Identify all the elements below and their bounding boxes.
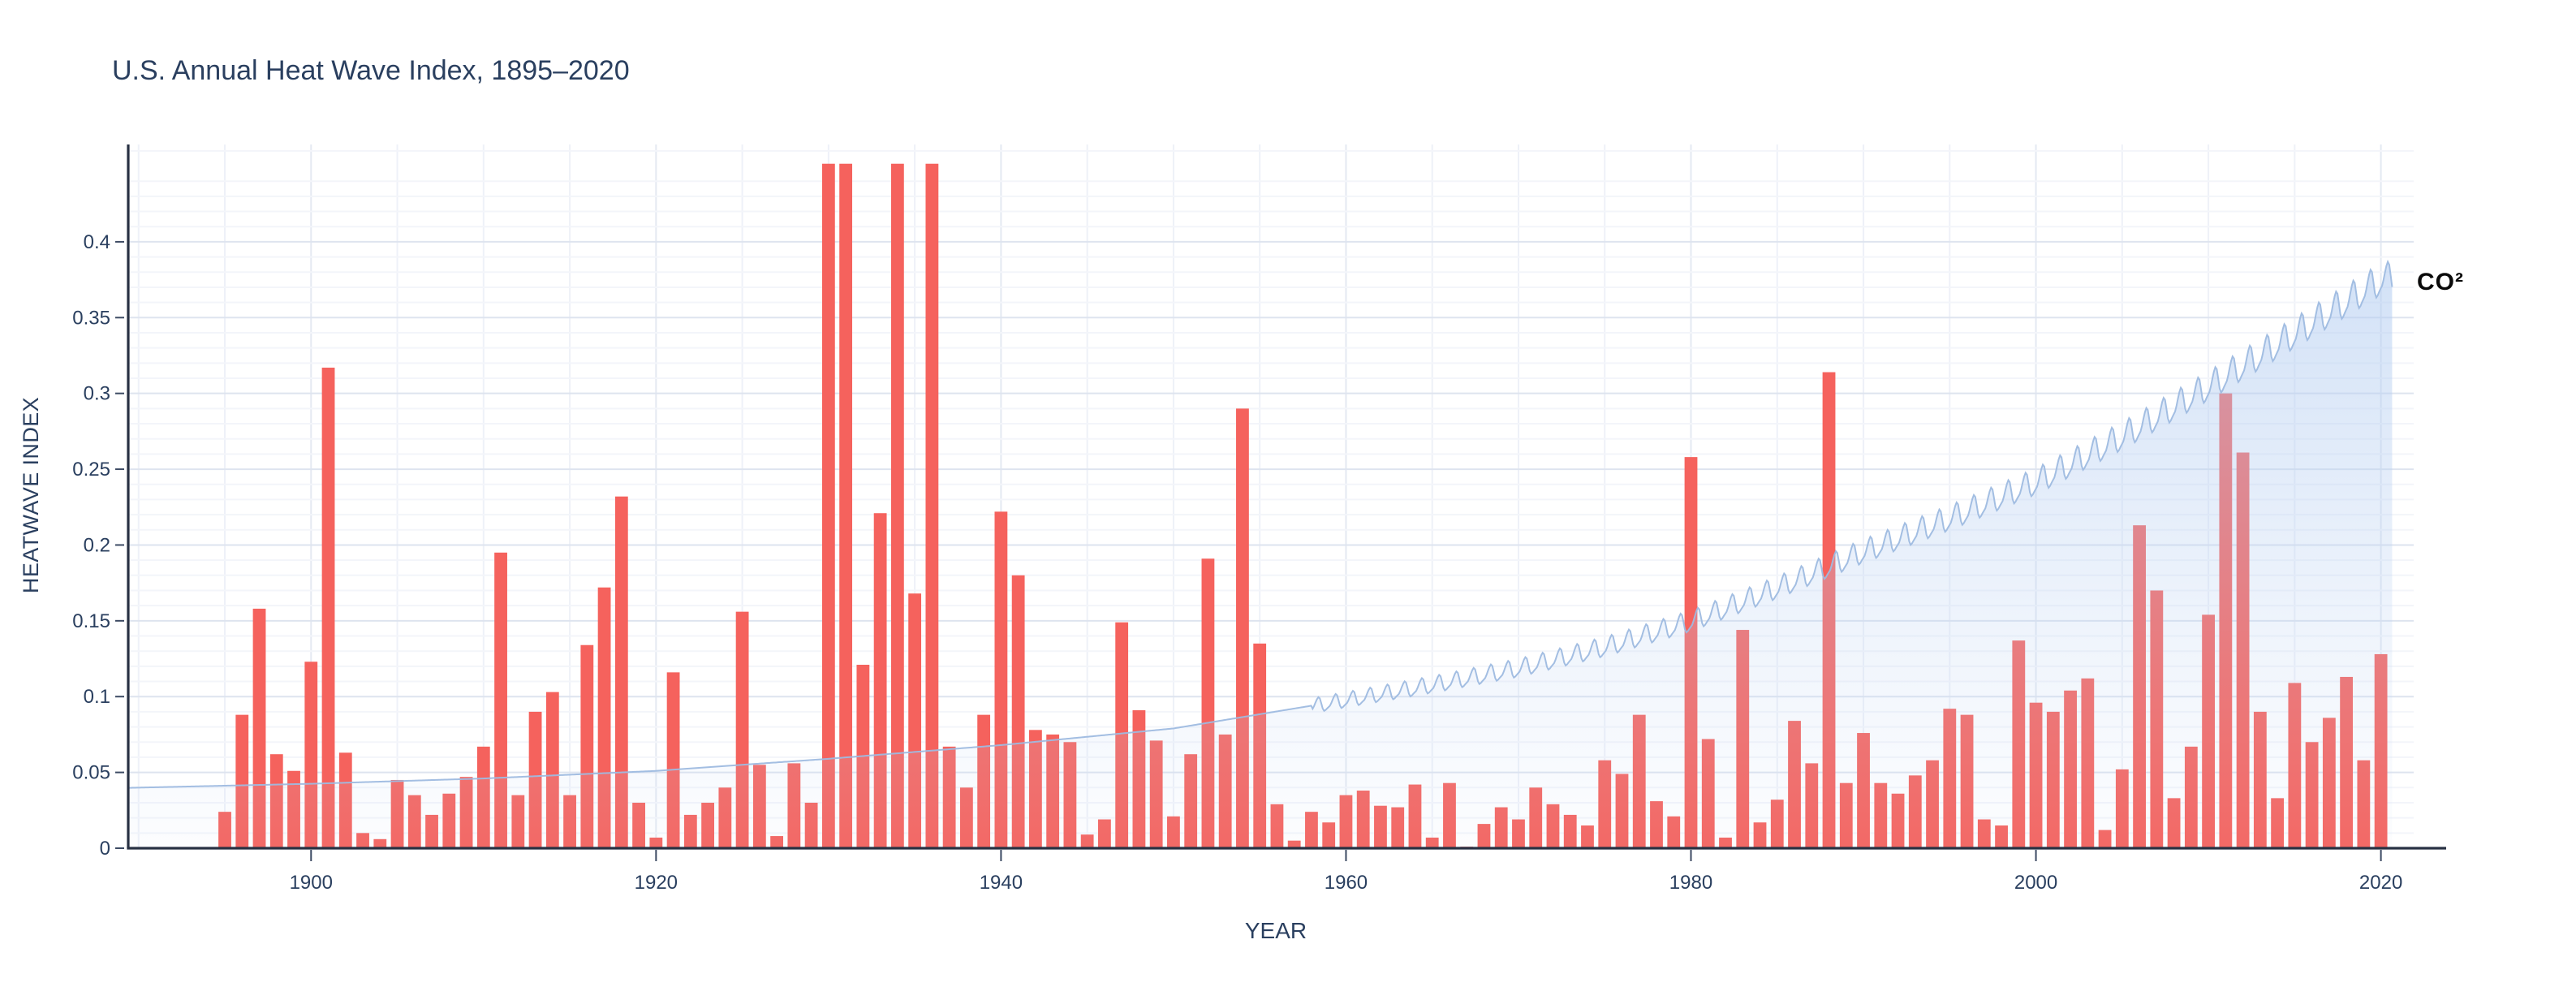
y-tick-label: 0 bbox=[100, 838, 110, 860]
x-tick-label: 1960 bbox=[1325, 872, 1368, 894]
y-axis-title: HEATWAVE INDEX bbox=[19, 396, 43, 594]
y-tick-label: 0.35 bbox=[72, 307, 110, 329]
bar-1901[interactable] bbox=[321, 367, 335, 848]
y-tick-label: 0.25 bbox=[72, 459, 110, 481]
bar-1930[interactable] bbox=[821, 163, 835, 849]
co2-area bbox=[128, 261, 2393, 849]
tick-labels: 0 0.05 0.1 0.15 0.2 0.25 0.3 0.35 0.4 1900 1920 194… bbox=[72, 231, 2402, 894]
co2-annotation: CO² bbox=[2417, 269, 2464, 296]
y-tick-label: 0.2 bbox=[84, 534, 110, 556]
axes bbox=[127, 144, 2446, 850]
x-axis-title: YEAR bbox=[1244, 917, 1307, 943]
bar-1918[interactable] bbox=[614, 496, 628, 848]
y-tick-label: 0.05 bbox=[72, 762, 110, 784]
bar-1936[interactable] bbox=[925, 163, 939, 849]
x-tick-label: 1900 bbox=[290, 872, 333, 894]
y-tick-label: 0.1 bbox=[84, 686, 110, 708]
bar-1911[interactable] bbox=[494, 552, 507, 848]
chart-title: U.S. Annual Heat Wave Index, 1895–2020 bbox=[112, 55, 630, 86]
x-tick-label: 1940 bbox=[980, 872, 1023, 894]
x-tick-label: 1920 bbox=[635, 872, 678, 894]
y-tick-label: 0.4 bbox=[84, 231, 110, 253]
y-tick-label: 0.15 bbox=[72, 610, 110, 632]
bar-1931[interactable] bbox=[839, 163, 853, 849]
x-tick-label: 2020 bbox=[2359, 872, 2402, 894]
bar-1934[interactable] bbox=[890, 163, 904, 849]
y-tick-label: 0.3 bbox=[84, 383, 110, 405]
x-tick-label: 2000 bbox=[2014, 872, 2057, 894]
co2-line bbox=[127, 259, 2393, 789]
x-tick-label: 1980 bbox=[1669, 872, 1712, 894]
